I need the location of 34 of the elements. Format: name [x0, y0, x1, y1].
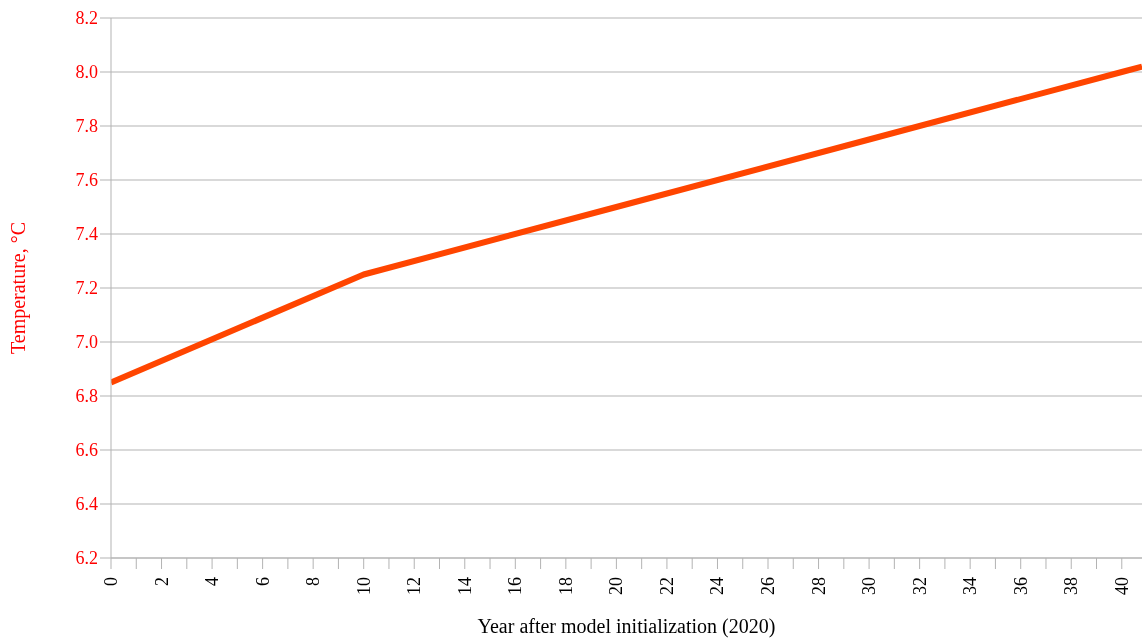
x-tick-label: 30	[859, 577, 880, 595]
x-tick-label: 26	[758, 577, 779, 595]
y-tick-label: 6.4	[75, 494, 98, 515]
x-tick-label: 2	[151, 577, 172, 586]
y-tick-label: 8.2	[75, 8, 98, 29]
x-tick-label: 32	[909, 577, 930, 595]
y-tick-label: 7.2	[75, 278, 98, 299]
y-tick-label: 7.6	[75, 170, 98, 191]
x-tick-label: 16	[505, 577, 526, 595]
x-tick-label: 8	[303, 577, 324, 586]
x-tick-label: 38	[1061, 577, 1082, 595]
y-tick-label: 6.6	[75, 440, 98, 461]
x-tick-label: 6	[252, 577, 273, 586]
x-tick-label: 12	[404, 577, 425, 595]
x-axis-title: Year after model initialization (2020)	[477, 615, 776, 638]
x-tick-label: 34	[960, 577, 981, 595]
x-tick-label: 28	[808, 577, 829, 595]
x-tick-label: 20	[606, 577, 627, 595]
x-tick-label: 0	[101, 577, 121, 586]
y-tick-label: 7.8	[75, 116, 98, 137]
y-axis-title: Temperature, °C	[7, 221, 31, 355]
x-tick-label: 36	[1010, 577, 1031, 595]
y-tick-label: 6.8	[75, 386, 98, 407]
y-tick-label: 7.0	[75, 332, 98, 353]
y-tick-label: 7.4	[75, 224, 98, 245]
x-tick-label: 4	[202, 577, 223, 586]
x-tick-label: 40	[1111, 577, 1132, 595]
x-tick-label: 14	[454, 577, 475, 595]
y-tick-label: 6.2	[75, 548, 98, 569]
x-tick-label: 10	[353, 577, 374, 595]
x-tick-label: 18	[555, 577, 576, 595]
x-tick-label: 22	[656, 577, 677, 595]
y-tick-label: 8.0	[75, 62, 98, 83]
x-tick-label: 24	[707, 577, 728, 595]
